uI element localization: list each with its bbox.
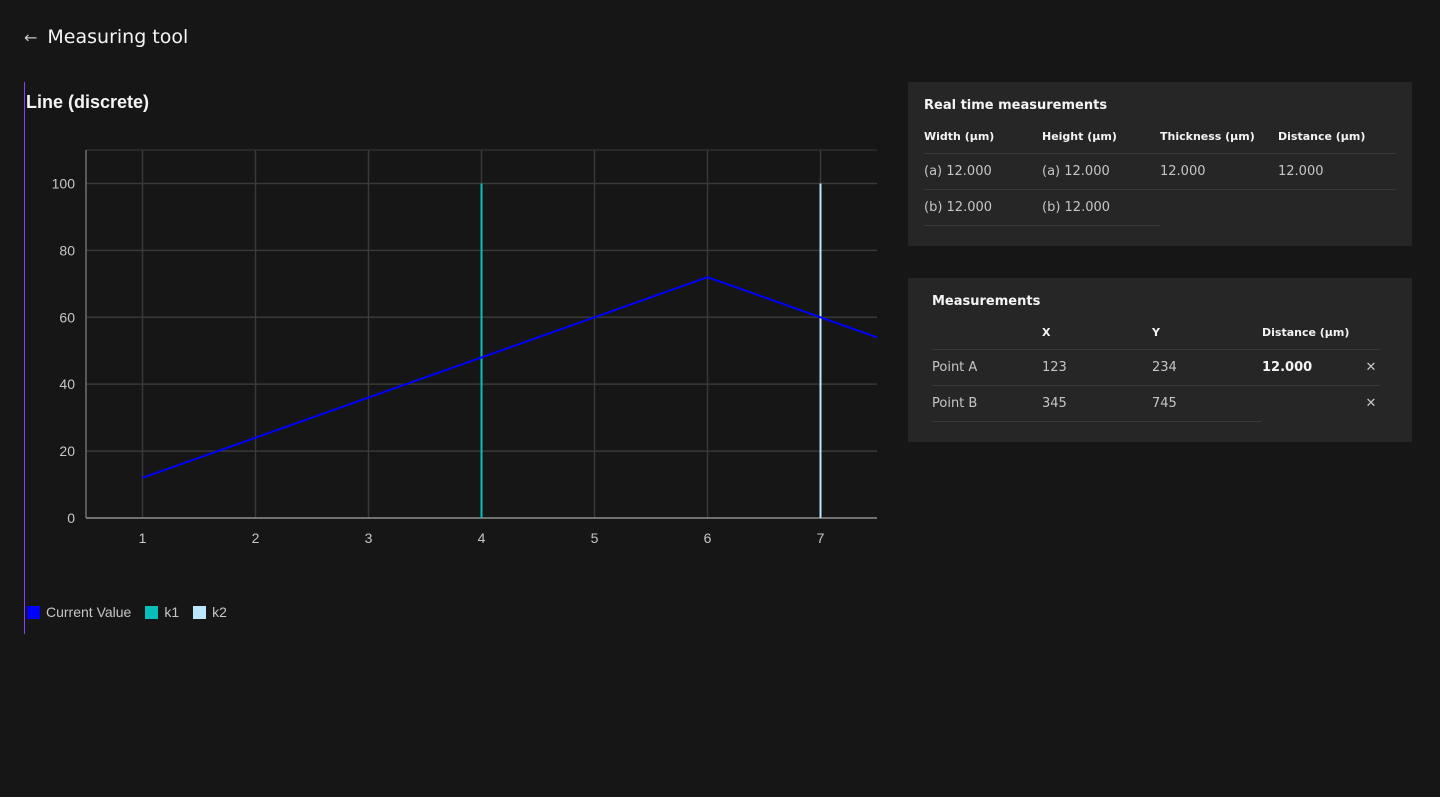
- col-header: [932, 323, 1042, 350]
- y-tick-label: 60: [59, 309, 75, 325]
- col-header: Width (µm): [924, 127, 1042, 154]
- y-tick-label: 100: [52, 175, 76, 191]
- col-header: [1362, 323, 1380, 350]
- legend-label: k1: [164, 604, 180, 620]
- x-tick-label: 4: [478, 530, 486, 546]
- cell: [1160, 190, 1278, 226]
- table-row: Point B 345 745 ✕: [932, 385, 1380, 422]
- y-tick-label: 40: [59, 376, 75, 392]
- cell: 234: [1152, 349, 1262, 386]
- close-icon[interactable]: ✕: [1362, 349, 1380, 386]
- col-header: Thickness (µm): [1160, 127, 1278, 154]
- legend-swatch: [27, 605, 40, 619]
- cell: 123: [1042, 349, 1152, 386]
- measurements-table: X Y Distance (µm) Point A 123 234 12.000…: [932, 323, 1380, 422]
- page-title: Measuring tool: [47, 26, 189, 48]
- legend-label: Current Value: [46, 604, 132, 620]
- x-tick-label: 2: [252, 530, 260, 546]
- cell: (a) 12.000: [924, 153, 1042, 190]
- chart-title: Line (discrete): [26, 92, 150, 112]
- legend-swatch: [193, 605, 207, 619]
- cell: (a) 12.000: [1042, 153, 1160, 190]
- col-header: Y: [1152, 323, 1262, 350]
- y-tick-label: 0: [67, 510, 75, 526]
- legend-current-value[interactable]: Current Value: [27, 604, 131, 620]
- x-tick-label: 6: [704, 530, 712, 546]
- cell: (b) 12.000: [924, 189, 1042, 226]
- cell: 12.000: [1160, 153, 1278, 190]
- realtime-table: Width (µm) Height (µm) Thickness (µm) Di…: [924, 127, 1396, 226]
- legend-label: k2: [212, 604, 227, 620]
- table-row: (b) 12.000 (b) 12.000: [924, 189, 1396, 226]
- col-header: Height (µm): [1042, 127, 1160, 154]
- col-header: X: [1042, 323, 1152, 350]
- cell: 745: [1152, 385, 1262, 422]
- legend-k1[interactable]: k1: [145, 604, 179, 620]
- y-tick-label: 80: [59, 242, 75, 258]
- chart-card: Line (discrete) 0 20 40 60 80 100 1 2 3 4 5 6 7 Curr…: [24, 82, 895, 634]
- x-tick-label: 3: [365, 530, 373, 546]
- legend-swatch: [145, 605, 159, 619]
- series-line-current-value: [142, 276, 877, 479]
- cell: [1262, 386, 1362, 422]
- table-row: (a) 12.000 (a) 12.000 12.000 12.000: [924, 153, 1396, 190]
- measurements-title: Measurements: [932, 294, 1041, 309]
- cell: (b) 12.000: [1042, 189, 1160, 226]
- realtime-title: Real time measurements: [924, 98, 1108, 113]
- x-tick-label: 5: [591, 530, 599, 546]
- cell: Point B: [932, 385, 1042, 422]
- line-chart: 0 20 40 60 80 100 1 2 3 4 5 6 7: [52, 149, 877, 546]
- page-header: ← Measuring tool: [24, 26, 188, 48]
- close-icon[interactable]: ✕: [1365, 396, 1377, 412]
- legend-k2[interactable]: k2: [193, 604, 227, 620]
- realtime-panel: Real time measurements Width (µm) Height…: [908, 82, 1412, 246]
- table-row: Point A 123 234 12.000 ✕: [932, 349, 1380, 386]
- cell: Point A: [932, 349, 1042, 386]
- col-header: Distance (µm): [1262, 323, 1362, 350]
- cell: [1278, 190, 1396, 226]
- x-tick-label: 7: [817, 530, 825, 546]
- cell: 12.000: [1278, 153, 1396, 190]
- x-tick-label: 1: [139, 530, 147, 546]
- y-tick-label: 20: [59, 443, 75, 459]
- cell: 345: [1042, 385, 1152, 422]
- distance-value: 12.000: [1262, 349, 1362, 386]
- measurements-panel: Measurements X Y Distance (µm) Point A 1…: [908, 278, 1412, 442]
- col-header: Distance (µm): [1278, 127, 1396, 154]
- arrow-left-icon[interactable]: ←: [24, 27, 38, 47]
- chart-legend: Current Value k1 k2: [27, 604, 227, 620]
